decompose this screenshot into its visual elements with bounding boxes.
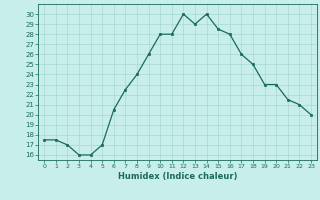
X-axis label: Humidex (Indice chaleur): Humidex (Indice chaleur) [118, 172, 237, 181]
